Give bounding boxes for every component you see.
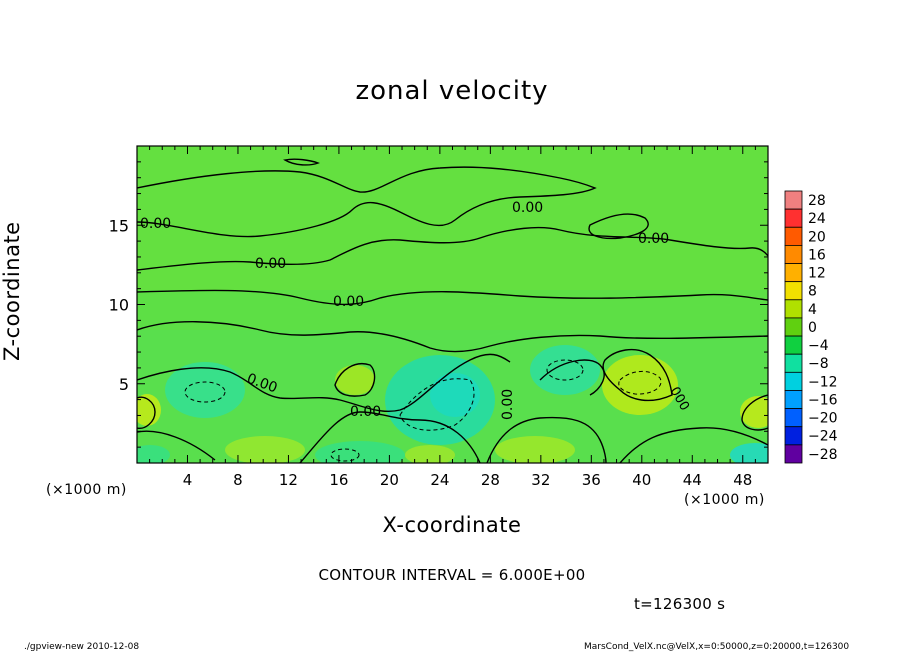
contour-label: 0.00 <box>333 294 364 310</box>
colorbar-swatch <box>784 371 803 391</box>
x-unit-left: (×1000 m) <box>46 482 127 498</box>
x-tick-label: 48 <box>733 471 752 489</box>
colorbar-swatch <box>784 281 803 301</box>
colorbar-swatch <box>784 244 803 264</box>
x-tick-label: 40 <box>632 471 651 489</box>
y-axis-label: Z-coordinate <box>0 221 24 361</box>
colorbar-swatch <box>784 390 803 410</box>
contour-label: 0.00 <box>638 231 669 247</box>
x-tick-label: 8 <box>233 471 243 489</box>
colorbar-label: 0 <box>808 320 817 336</box>
colorbar-label: −28 <box>808 447 838 463</box>
x-tick-label: 20 <box>380 471 399 489</box>
contour-label: 0.00 <box>255 256 286 272</box>
plot-field <box>137 146 768 463</box>
contour-label: 0.00 <box>500 389 516 420</box>
colorbar-label: −4 <box>808 338 829 354</box>
time-stamp: t=126300 s <box>634 595 726 613</box>
colorbar-label: −20 <box>808 411 838 427</box>
colorbar-swatch <box>784 426 803 446</box>
x-axis-label: X-coordinate <box>382 513 522 537</box>
footer-right: MarsCond_VelX.nc@VelX,x=0:50000,z=0:2000… <box>584 642 850 652</box>
colorbar-swatch <box>784 299 803 319</box>
x-tick-label: 44 <box>683 471 702 489</box>
x-tick-label: 12 <box>279 471 298 489</box>
footer-left: ./gpview-new 2010-12-08 <box>24 642 140 652</box>
colorbar-label: −8 <box>808 356 829 372</box>
colorbar-label: 24 <box>808 211 826 227</box>
contour-label: 0.00 <box>350 404 381 420</box>
colorbar-swatch <box>784 444 803 464</box>
colorbar-swatch <box>784 208 803 228</box>
x-tick-label: 16 <box>329 471 348 489</box>
colorbar-swatch <box>784 317 803 337</box>
colorbar-swatch <box>784 335 803 355</box>
colorbar-label: 28 <box>808 193 826 209</box>
x-tick-label: 24 <box>430 471 449 489</box>
y-tick-label: 5 <box>119 375 129 394</box>
y-tick-label: 15 <box>109 216 129 235</box>
colorbar-swatch <box>784 408 803 428</box>
colorbar-label: −16 <box>808 392 838 408</box>
colorbar-label: 4 <box>808 302 817 318</box>
x-unit-right: (×1000 m) <box>684 492 765 508</box>
y-tick-label: 10 <box>109 296 129 315</box>
x-tick-label: 4 <box>183 471 193 489</box>
contour-interval: CONTOUR INTERVAL = 6.000E+00 <box>318 566 586 584</box>
x-tick-label: 32 <box>531 471 550 489</box>
colorbar-label: −24 <box>808 429 838 445</box>
colorbar-label: −12 <box>808 374 838 390</box>
colorbar-label: 8 <box>808 284 817 300</box>
x-tick-label: 36 <box>582 471 601 489</box>
contour-label: 0.00 <box>512 200 543 216</box>
colorbar-label: 12 <box>808 266 826 282</box>
colorbar-swatch <box>784 353 803 373</box>
chart-title: zonal velocity <box>355 76 549 106</box>
colorbar-swatch <box>784 190 803 210</box>
colorbar-swatch <box>784 226 803 246</box>
x-tick-label: 28 <box>481 471 500 489</box>
colorbar-label: 20 <box>808 229 826 245</box>
negative-contours <box>184 359 662 462</box>
colorbar-label: 16 <box>808 247 826 263</box>
colorbar-swatch <box>784 263 803 283</box>
contour-lines <box>137 158 768 463</box>
contour-label: 0.00 <box>140 216 171 232</box>
colorbar: 28 24 20 16 12 8 4 0 −4 −8 −12 −16 −20 −24 −28 <box>784 190 838 464</box>
